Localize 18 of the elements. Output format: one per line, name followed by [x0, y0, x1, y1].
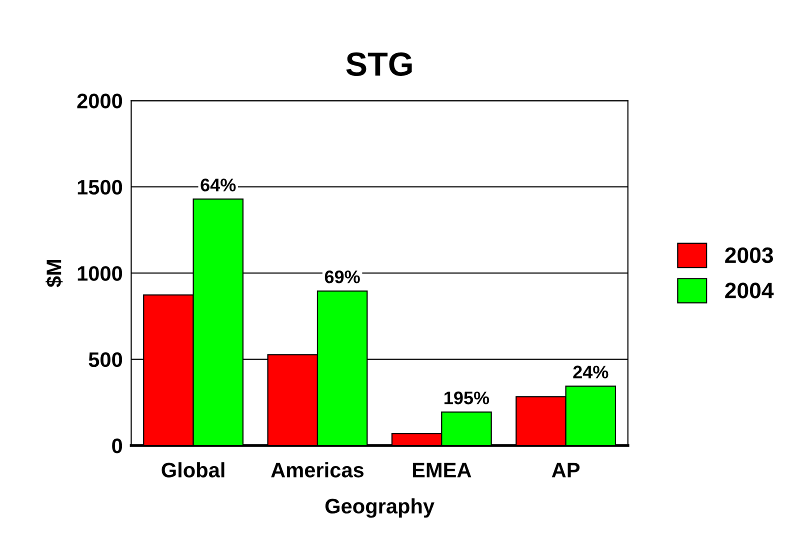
y-tick-label: 1000: [78, 266, 122, 281]
y-axis-title: $M: [46, 260, 63, 288]
annotation: 64%: [200, 178, 236, 192]
x-tick-label: Americas: [271, 462, 364, 478]
annotation: 69%: [324, 270, 360, 284]
x-axis-title: Geography: [325, 498, 434, 518]
y-tick-label: 2000: [77, 94, 122, 108]
y-tick-label: 0: [112, 438, 122, 454]
annotation: 24%: [573, 366, 608, 378]
y-tick-label: 500: [88, 352, 122, 368]
legend-label: 2004: [725, 282, 774, 298]
legend-label: 2003: [725, 247, 773, 264]
x-tick-label: Global: [162, 462, 224, 478]
y-tick-label: 1500: [78, 180, 122, 195]
x-tick-label: AP: [552, 462, 580, 478]
annotation: 195%: [444, 392, 490, 404]
x-tick-label: EMEA: [412, 462, 472, 478]
chart-title: STG: [346, 52, 412, 76]
